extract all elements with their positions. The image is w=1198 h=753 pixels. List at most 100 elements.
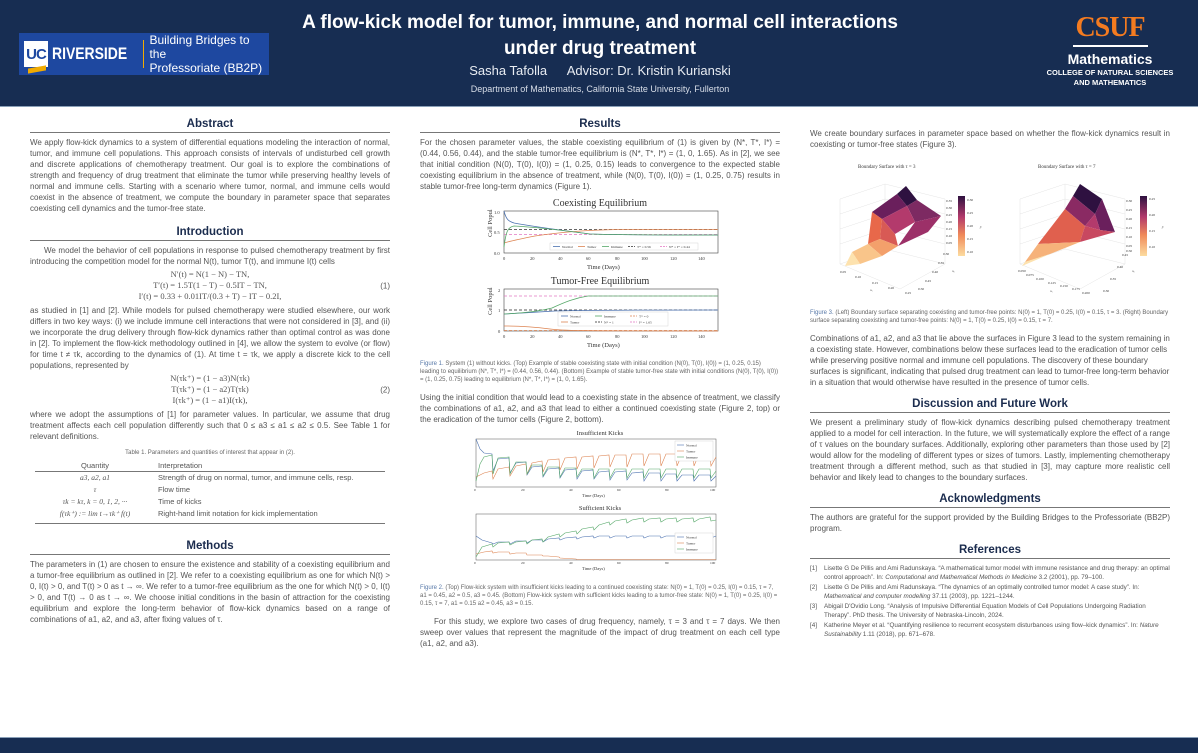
reference-tail: 3.2 (2001), pp. 79–100.: [1036, 573, 1105, 581]
abstract-text: We apply flow-kick dynamics to a system …: [30, 138, 390, 213]
svg-text:0.30: 0.30: [1103, 289, 1109, 293]
svg-text:1: 1: [498, 308, 500, 313]
svg-text:a₂: a₂: [952, 269, 956, 273]
svg-text:Time (Days): Time (Days): [587, 342, 620, 349]
figure-3-boundary-surfaces: Boundary Surface with τ = 3 0.35 0.30 0.25…: [839, 165, 1165, 295]
svg-text:0.20: 0.20: [967, 224, 973, 228]
svg-text:0.50: 0.50: [918, 287, 924, 291]
svg-text:Normal: Normal: [686, 536, 697, 540]
equation-2: N(τk⁺) = (1 − a3)N(τk) T(τk⁺) = (1 − a2)…: [30, 373, 390, 406]
bb2p-line1: Building Bridges to the: [149, 33, 250, 61]
department: Department of Mathematics, California St…: [470, 84, 730, 94]
svg-text:0.175: 0.175: [1072, 287, 1080, 291]
college-line2: AND MATHEMATICS: [1073, 78, 1147, 87]
author-name: Sasha Tafolla: [469, 63, 548, 78]
reference-item: [1] Lisette G De Pillis and Ami Radunska…: [810, 565, 1170, 582]
figure-2-caption-text: (Top) Flow-kick system with insufficient…: [420, 585, 778, 607]
svg-text:Boundary Surface with τ = 7: Boundary Surface with τ = 7: [1038, 165, 1096, 170]
svg-text:0.10: 0.10: [855, 275, 861, 279]
methods-text: The parameters in (1) are chosen to ensu…: [30, 560, 390, 624]
poster-header: UC RIVERSIDE Building Bridges to the Pro…: [0, 0, 1198, 107]
svg-text:a₁: a₁: [1050, 289, 1053, 293]
methods-title: Methods: [30, 540, 390, 555]
reference-number: [1]: [810, 565, 818, 572]
results-paragraph-1: For the chosen parameter values, the sta…: [420, 138, 780, 191]
svg-text:Sufficient Kicks: Sufficient Kicks: [579, 505, 622, 512]
bb2p-program-text: Building Bridges to the Professoriate (B…: [149, 33, 269, 75]
svg-text:0: 0: [498, 329, 501, 334]
table-row: a3, a2, a1 Strength of drug on normal, t…: [35, 472, 385, 485]
svg-text:I* = 1.65: I* = 1.65: [639, 321, 652, 325]
table-cell: Flow time: [158, 485, 191, 494]
svg-text:a₃: a₃: [1161, 226, 1165, 230]
svg-text:0.20: 0.20: [1149, 213, 1155, 217]
svg-text:0.15: 0.15: [872, 281, 878, 285]
poster-footer: [0, 737, 1198, 753]
figure-1: Coexisting Equilibrium Cell Population 1…: [480, 196, 720, 354]
svg-text:0: 0: [503, 334, 506, 339]
logo-divider: [143, 40, 145, 68]
eq1-line3: I′(t) = 0.33 + 0.01IT/(0.3 + T) − IT − 0…: [138, 291, 282, 301]
svg-text:0.05: 0.05: [946, 241, 952, 245]
title-line2: under drug treatment: [503, 38, 697, 59]
svg-text:0.45: 0.45: [925, 279, 931, 283]
figure-2-label: Figure 2.: [420, 585, 444, 591]
advisor-name: Advisor: Dr. Kristin Kurianski: [566, 63, 731, 78]
svg-text:0.35: 0.35: [946, 199, 952, 203]
figure-3-caption: Figure 3. (Left) Boundary surface separa…: [810, 309, 1170, 325]
svg-text:0.050: 0.050: [1018, 269, 1026, 273]
svg-text:0.20: 0.20: [1126, 217, 1132, 221]
intro-paragraph-2: as studied in [1] and [2]. While models …: [30, 306, 390, 370]
kicks-charts: Insufficient Kicks 0 20 40 60 80 100 Time (Da…: [474, 430, 717, 571]
svg-text:60: 60: [586, 334, 591, 339]
chart-title-coexisting: Coexisting Equilibrium: [552, 198, 648, 209]
figure-1-caption: Figure 1. System (1) without kicks. (Top…: [420, 360, 780, 384]
svg-text:0.30: 0.30: [1126, 199, 1132, 203]
svg-text:0.25: 0.25: [1126, 208, 1132, 212]
svg-text:40: 40: [569, 488, 573, 492]
svg-text:0: 0: [474, 561, 476, 565]
reference-venue: Mathematical and computer modelling: [824, 592, 931, 600]
svg-text:100: 100: [641, 334, 649, 339]
svg-text:0.35: 0.35: [1110, 277, 1116, 281]
svg-text:0: 0: [474, 488, 476, 492]
reference-venue: Computational and Mathematical Methods i…: [885, 573, 1037, 581]
csuf-college: COLLEGE OF NATURAL SCIENCES AND MATHEMAT…: [1040, 68, 1180, 88]
svg-text:0.075: 0.075: [1026, 273, 1034, 277]
svg-text:T* = 0.56: T* = 0.56: [637, 245, 651, 249]
svg-text:20: 20: [521, 561, 525, 565]
title-line1: A flow-kick model for tumor, immune, and…: [302, 12, 898, 33]
acknowledgments-text: The authors are grateful for the support…: [810, 513, 1170, 533]
bb2p-line2: Professoriate (BB2P): [149, 61, 263, 75]
abstract-title: Abstract: [30, 118, 390, 133]
svg-text:0: 0: [503, 256, 506, 261]
svg-text:0.30: 0.30: [967, 198, 973, 202]
eq2-line1: N(τk⁺) = (1 − a3)N(τk): [170, 373, 250, 383]
svg-text:0.40: 0.40: [932, 270, 938, 274]
svg-text:Tumor: Tumor: [686, 542, 696, 546]
svg-text:Immune: Immune: [686, 548, 698, 552]
svg-text:1.0: 1.0: [494, 210, 500, 215]
col3-paragraph-1: We create boundary surfaces in parameter…: [810, 129, 1170, 149]
reference-item: [3] Abigail D'Ovidio Long. “Analysis of …: [810, 603, 1170, 620]
svg-text:N* = 1: N* = 1: [604, 321, 614, 325]
table-header-interpretation: Interpretation: [155, 460, 385, 472]
col3-paragraph-2: Combinations of a1, a2, and a3 that lie …: [810, 334, 1170, 387]
acknowledgments-title: Acknowledgments: [810, 493, 1170, 508]
svg-text:Immune: Immune: [611, 245, 623, 249]
column-middle: Results For the chosen parameter values,…: [420, 118, 780, 649]
table-cell: τk = kτ, k = 0, 1, 2, ···: [62, 497, 128, 506]
eq2-line2: T(τk⁺) = (1 − a2)T(τk): [171, 384, 249, 394]
svg-text:40: 40: [558, 334, 563, 339]
svg-text:0.45: 0.45: [1122, 253, 1128, 257]
svg-text:0.15: 0.15: [1126, 226, 1132, 230]
svg-text:0.25: 0.25: [946, 213, 952, 217]
svg-text:0.10: 0.10: [967, 250, 973, 254]
tumor-free-equilibrium-chart: Cell Population 2 1 0 0 20 40 60 80 100 120 140…: [487, 274, 719, 349]
svg-text:80: 80: [665, 561, 669, 565]
reference-text: Abigail D'Ovidio Long. “Analysis of Impu…: [824, 603, 1146, 619]
results-paragraph-2: Using the initial condition that would l…: [420, 393, 780, 424]
svg-text:0.30: 0.30: [946, 206, 952, 210]
table-header-quantity: Quantity: [35, 460, 155, 472]
svg-text:0.0: 0.0: [494, 251, 500, 256]
